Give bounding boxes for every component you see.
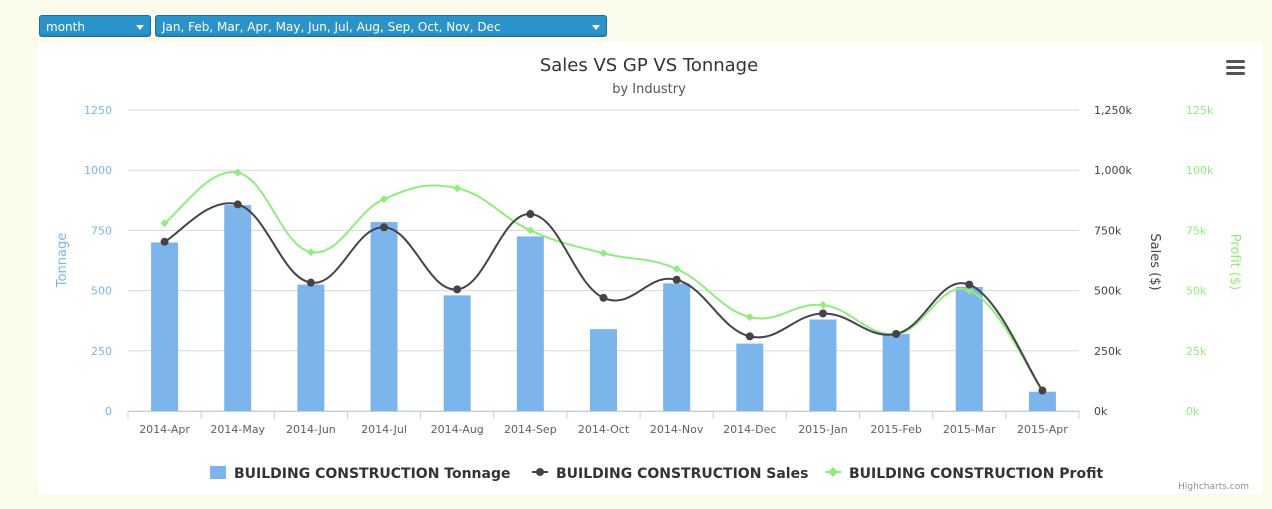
sales-point[interactable] bbox=[380, 223, 389, 232]
y1-tick-label: 250 bbox=[91, 345, 112, 358]
x-tick-label: 2015-Apr bbox=[1017, 423, 1068, 436]
y1-tick-label: 1250 bbox=[84, 104, 112, 117]
sales-point[interactable] bbox=[965, 280, 974, 289]
highcharts-credit[interactable]: Highcharts.com bbox=[1178, 482, 1249, 492]
legend-profit-marker bbox=[828, 467, 838, 477]
sales-point[interactable] bbox=[818, 309, 827, 318]
tonnage-bar[interactable] bbox=[882, 333, 910, 411]
tonnage-bar[interactable] bbox=[224, 205, 252, 411]
legend: BUILDING CONSTRUCTION Tonnage BUILDING C… bbox=[210, 466, 1103, 482]
x-tick-label: 2014-May bbox=[210, 423, 265, 436]
series-lines bbox=[160, 168, 1047, 395]
x-tick-label: 2015-Jan bbox=[798, 423, 848, 436]
y2-tick-label: 750k bbox=[1094, 224, 1122, 237]
y2-tick-label: 1,250k bbox=[1094, 104, 1132, 117]
y1-tick-label: 500 bbox=[91, 285, 112, 298]
months-select-value: Jan, Feb, Mar, Apr, May, Jun, Jul, Aug, … bbox=[162, 20, 501, 34]
sales-point[interactable] bbox=[160, 237, 169, 246]
profit-point[interactable] bbox=[380, 195, 389, 204]
tonnage-bar[interactable] bbox=[809, 319, 837, 411]
tonnage-bar[interactable] bbox=[590, 329, 617, 411]
legend-sales-label: BUILDING CONSTRUCTION Sales bbox=[556, 466, 808, 482]
legend-item-profit[interactable]: BUILDING CONSTRUCTION Profit bbox=[825, 466, 1103, 482]
x-tick-label: 2014-Oct bbox=[578, 423, 630, 436]
y3-tick-label: 75k bbox=[1186, 224, 1207, 237]
y1-tick-label: 0 bbox=[105, 405, 112, 418]
profit-point[interactable] bbox=[306, 248, 315, 257]
legend-sales-marker bbox=[536, 468, 544, 476]
tonnage-bar[interactable] bbox=[1028, 391, 1056, 411]
x-tick-label: 2014-Dec bbox=[723, 423, 776, 436]
y1-tick-label: 750 bbox=[91, 224, 112, 237]
y2-tick-label: 250k bbox=[1094, 345, 1122, 358]
tonnage-bar[interactable] bbox=[736, 343, 764, 411]
months-select[interactable]: Jan, Feb, Mar, Apr, May, Jun, Jul, Aug, … bbox=[155, 15, 607, 37]
chart-svg: Sales VS GP VS Tonnage by Industry 0 0k 0k… bbox=[55, 55, 1249, 492]
sales-point[interactable] bbox=[745, 332, 754, 341]
tonnage-bar[interactable] bbox=[151, 242, 179, 411]
y-axis-profit-title: Profit ($) bbox=[1227, 234, 1242, 290]
sales-point[interactable] bbox=[233, 200, 242, 209]
y2-tick-label: 1,000k bbox=[1094, 164, 1132, 177]
x-tick-label: 2014-Jul bbox=[361, 423, 407, 436]
y2-tick-label: 500k bbox=[1094, 285, 1122, 298]
profit-point[interactable] bbox=[745, 313, 754, 322]
sales-point[interactable] bbox=[306, 278, 315, 287]
x-tick-label: 2015-Feb bbox=[870, 423, 921, 436]
profit-point[interactable] bbox=[453, 184, 462, 193]
tonnage-bar[interactable] bbox=[297, 284, 325, 411]
tonnage-bar[interactable] bbox=[516, 236, 544, 411]
profit-point[interactable] bbox=[965, 286, 974, 295]
tonnage-bar[interactable] bbox=[370, 221, 398, 411]
y3-tick-label: 25k bbox=[1186, 345, 1207, 358]
chart-panel: Sales VS GP VS Tonnage by Industry 0 0k 0k… bbox=[38, 42, 1262, 494]
chevron-down-icon bbox=[136, 25, 144, 30]
y1-tick-label: 1000 bbox=[84, 164, 112, 177]
y-axis-tonnage-title: Tonnage bbox=[55, 233, 70, 288]
period-select[interactable]: month bbox=[39, 15, 151, 37]
y3-tick-label: 125k bbox=[1186, 104, 1214, 117]
sales-point[interactable] bbox=[599, 293, 608, 302]
x-tick-label: 2014-Jun bbox=[286, 423, 336, 436]
y3-tick-label: 100k bbox=[1186, 164, 1214, 177]
y3-tick-label: 0k bbox=[1186, 405, 1200, 418]
legend-tonnage-label: BUILDING CONSTRUCTION Tonnage bbox=[234, 466, 511, 482]
tonnage-bar[interactable] bbox=[955, 286, 983, 411]
profit-point[interactable] bbox=[672, 264, 681, 273]
profit-point[interactable] bbox=[526, 226, 535, 235]
profit-point[interactable] bbox=[818, 301, 827, 310]
sales-point[interactable] bbox=[892, 329, 901, 338]
tonnage-bar[interactable] bbox=[663, 283, 691, 411]
profit-point[interactable] bbox=[599, 249, 608, 258]
tonnage-bar[interactable] bbox=[443, 295, 471, 411]
chart-subtitle: by Industry bbox=[612, 82, 686, 97]
chart-menu-icon[interactable] bbox=[1224, 58, 1246, 76]
legend-tonnage-swatch bbox=[210, 466, 226, 479]
sales-point[interactable] bbox=[672, 275, 681, 284]
sales-point[interactable] bbox=[1038, 386, 1047, 395]
legend-profit-label: BUILDING CONSTRUCTION Profit bbox=[849, 466, 1103, 482]
legend-item-sales[interactable]: BUILDING CONSTRUCTION Sales bbox=[532, 466, 808, 482]
x-tick-label: 2015-Mar bbox=[943, 423, 996, 436]
period-select-value: month bbox=[46, 20, 85, 34]
tonnage-bars bbox=[151, 205, 1056, 411]
y3-tick-label: 50k bbox=[1186, 285, 1207, 298]
x-tick-label: 2014-Apr bbox=[139, 423, 190, 436]
x-tick-label: 2014-Nov bbox=[650, 423, 704, 436]
chevron-down-icon bbox=[592, 25, 600, 30]
profit-point[interactable] bbox=[233, 168, 242, 177]
sales-point[interactable] bbox=[453, 285, 462, 294]
profit-point[interactable] bbox=[160, 219, 169, 228]
y-axis-sales-title: Sales ($) bbox=[1147, 233, 1162, 290]
x-tick-label: 2014-Aug bbox=[431, 423, 484, 436]
chart-title: Sales VS GP VS Tonnage bbox=[540, 55, 758, 76]
legend-item-tonnage[interactable]: BUILDING CONSTRUCTION Tonnage bbox=[210, 466, 511, 482]
sales-point[interactable] bbox=[526, 210, 535, 219]
x-tick-label: 2014-Sep bbox=[504, 423, 557, 436]
y2-tick-label: 0k bbox=[1094, 405, 1108, 418]
axes: 0 0k 0k 250 250k 25k 500 500k 50k 750 750k 75k 1000 1… bbox=[84, 104, 1214, 436]
